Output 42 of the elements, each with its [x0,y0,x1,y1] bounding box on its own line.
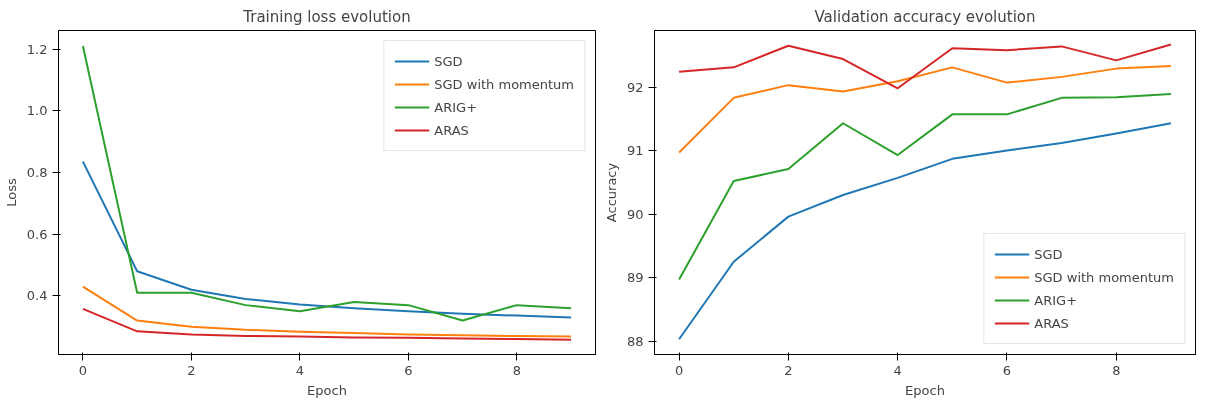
x-tick-label: 4 [893,362,902,378]
y-axis-title: Accuracy [603,162,619,223]
line-series [678,93,1172,281]
y-tick-label: 90 [626,206,644,222]
legend-label: ARIG+ [434,99,478,115]
y-tick-label: 89 [626,270,644,286]
x-tick-label: 0 [78,362,88,378]
y-tick-label: 1.2 [26,41,48,57]
x-axis-title: Epoch [905,382,945,398]
line-series [81,307,573,341]
y-tick-label: 0.4 [26,288,48,304]
x-tick-label: 8 [512,362,521,378]
x-tick-label: 6 [404,362,413,378]
y-tick-label: 91 [626,143,644,159]
chart-title: Training loss evolution [242,7,411,26]
y-tick-label: 0.8 [26,164,48,180]
legend-label: ARAS [434,122,469,138]
x-tick-label: 2 [187,362,196,378]
line-series [81,44,573,322]
legend-label: SGD with momentum [434,76,574,92]
line-series [678,43,1172,90]
x-axis-title: Epoch [307,382,347,398]
y-axis-title: Loss [3,178,19,207]
y-tick-label: 1.0 [26,103,48,119]
x-tick-label: 6 [1002,362,1012,378]
x-tick-label: 8 [1112,362,1121,378]
y-tick-label: 92 [626,79,644,95]
line-series [81,285,573,338]
legend-label: SGD with momentum [1034,269,1174,285]
line-series [678,122,1172,341]
x-tick-label: 4 [295,362,305,378]
legend-label: ARAS [1034,315,1069,331]
line-series [81,160,573,319]
y-tick-label: 0.6 [26,226,48,242]
x-tick-label: 2 [784,362,793,378]
line-series [678,65,1172,154]
legend-label: SGD [1034,246,1063,262]
y-tick-label: 88 [626,333,644,349]
x-tick-label: 0 [674,362,684,378]
legend-label: ARIG+ [1034,292,1078,308]
legend-label: SGD [434,53,463,69]
chart-title: Validation accuracy evolution [814,7,1036,26]
